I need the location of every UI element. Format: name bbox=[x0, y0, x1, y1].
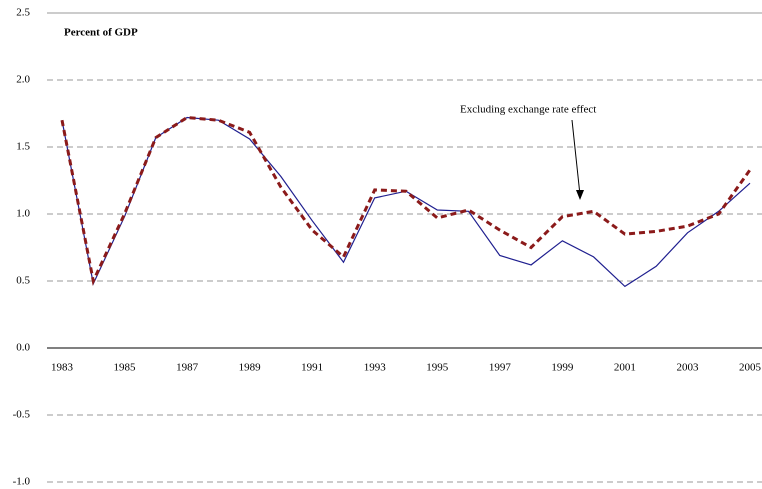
chart-title: Percent of GDP bbox=[64, 27, 138, 39]
x-tick-label: 1999 bbox=[551, 362, 574, 374]
y-tick-label: -1.0 bbox=[13, 476, 31, 488]
y-tick-label: -0.5 bbox=[13, 409, 31, 421]
x-tick-label: 1993 bbox=[364, 362, 387, 374]
x-tick-label: 1995 bbox=[426, 362, 449, 374]
y-tick-label: 1.0 bbox=[16, 208, 30, 220]
x-tick-label: 1997 bbox=[489, 362, 512, 374]
annotation-arrowhead bbox=[576, 190, 584, 200]
series-line bbox=[61, 116, 751, 288]
y-tick-label: 1.5 bbox=[16, 141, 30, 153]
x-tick-label: 2003 bbox=[676, 362, 699, 374]
annotation-arrow bbox=[571, 119, 581, 196]
x-tick-label: 1991 bbox=[301, 362, 323, 374]
x-tick-label: 1983 bbox=[51, 362, 74, 374]
y-tick-label: 0.5 bbox=[16, 275, 30, 287]
x-tick-label: 1989 bbox=[239, 362, 262, 374]
annotation: Excluding exchange rate effect bbox=[460, 104, 596, 116]
x-tick-label: 2001 bbox=[614, 362, 636, 374]
x-tick-label: 1985 bbox=[114, 362, 137, 374]
y-tick-label: 0.0 bbox=[16, 342, 30, 354]
x-tick-label: 2005 bbox=[739, 362, 762, 374]
series-line bbox=[60, 115, 752, 286]
x-tick-label: 1987 bbox=[176, 362, 199, 374]
y-tick-label: 2.5 bbox=[16, 7, 30, 19]
y-tick-label: 2.0 bbox=[16, 74, 30, 86]
